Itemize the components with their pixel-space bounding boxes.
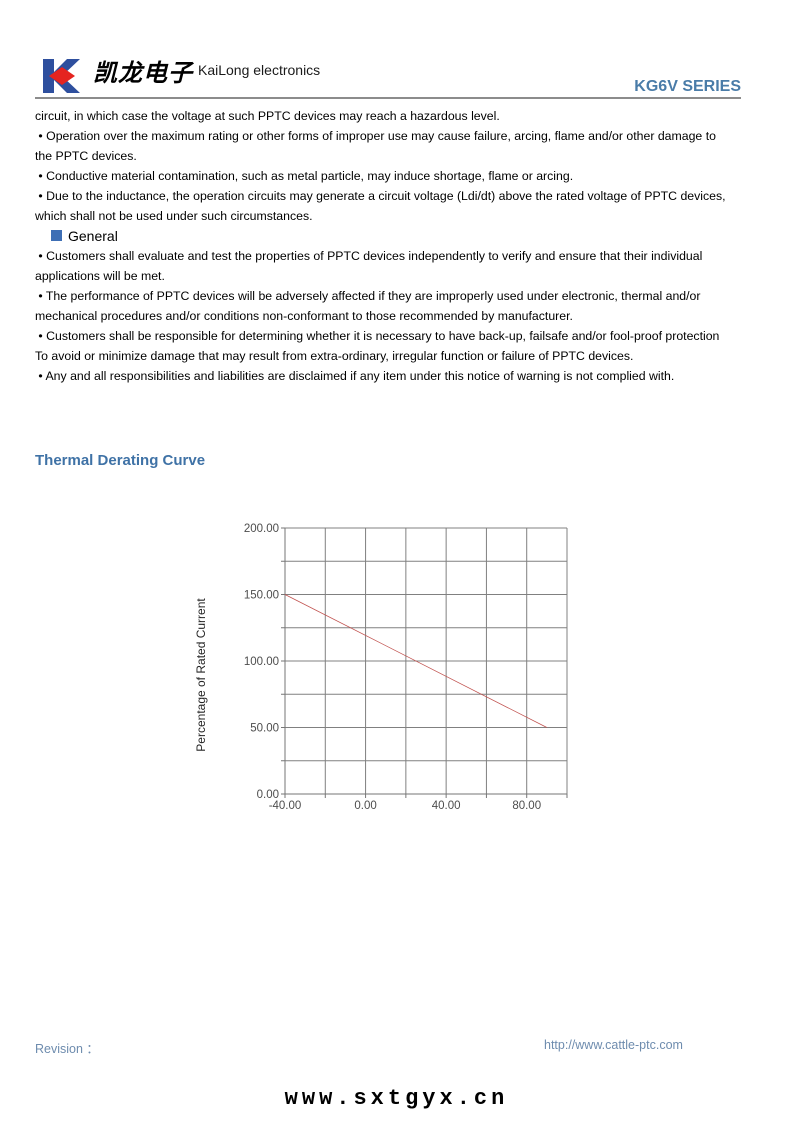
- svg-text:0.00: 0.00: [354, 800, 376, 812]
- svg-text:150.00: 150.00: [244, 590, 279, 602]
- svg-text:40.00: 40.00: [432, 800, 461, 812]
- svg-text:80.00: 80.00: [512, 800, 541, 812]
- svg-text:100.00: 100.00: [244, 656, 279, 668]
- svg-text:-40.00: -40.00: [269, 800, 302, 812]
- svg-text:50.00: 50.00: [250, 723, 279, 735]
- svg-text:Percentage of Rated Current: Percentage of Rated Current: [194, 598, 208, 752]
- svg-text:200.00: 200.00: [244, 523, 279, 535]
